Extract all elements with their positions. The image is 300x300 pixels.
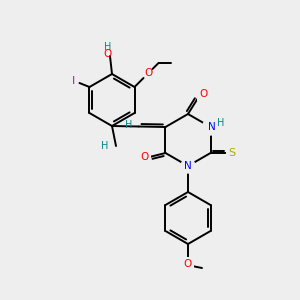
Circle shape <box>202 119 218 135</box>
Text: I: I <box>72 76 75 86</box>
Text: N: N <box>184 161 192 171</box>
Text: H: H <box>217 118 224 128</box>
Text: H: H <box>125 119 132 130</box>
Circle shape <box>181 159 195 173</box>
Text: S: S <box>228 148 235 158</box>
Text: O: O <box>144 68 153 78</box>
Text: H: H <box>104 42 112 52</box>
Text: H: H <box>101 141 109 151</box>
Text: O: O <box>104 49 112 59</box>
Text: N: N <box>208 122 215 132</box>
Text: O: O <box>199 89 207 99</box>
Text: O: O <box>140 152 148 162</box>
Text: O: O <box>184 259 192 269</box>
